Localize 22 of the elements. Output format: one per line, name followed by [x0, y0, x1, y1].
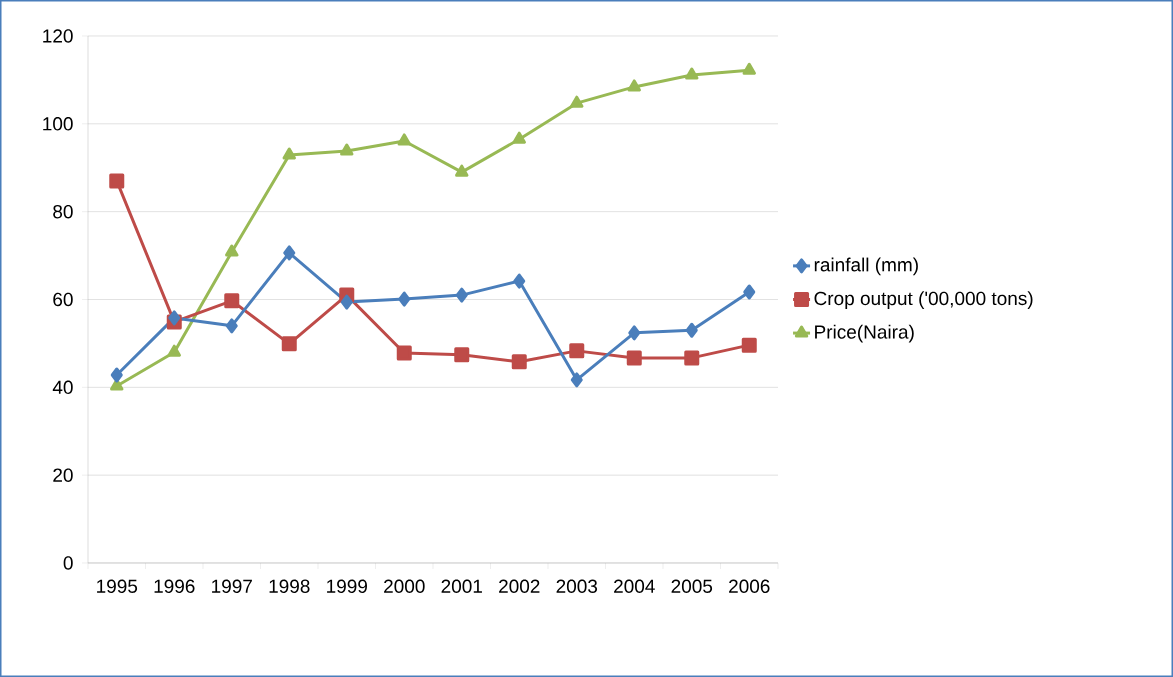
y-tick-label: 60 — [53, 292, 73, 307]
legend-label: rainfall (mm) — [814, 257, 918, 276]
x-tick-label: 1997 — [212, 579, 252, 593]
x-tick-label: 1995 — [97, 579, 138, 593]
x-tick-label: 2006 — [729, 579, 770, 593]
x-tick-label: 1998 — [269, 579, 310, 593]
x-tick-label: 2002 — [499, 579, 540, 593]
y-tick-label: 20 — [53, 468, 73, 482]
x-tick-label: 2001 — [441, 579, 482, 593]
x-tick-label: 1996 — [154, 579, 195, 593]
legend-label: Crop output ('00,000 tons) — [814, 291, 1033, 309]
x-tick-label: 2004 — [614, 579, 655, 593]
y-tick-label: 0 — [63, 556, 73, 570]
y-tick-label: 40 — [52, 380, 73, 395]
y-tick-label: 80 — [53, 204, 73, 219]
x-tick-label: 2000 — [384, 579, 425, 593]
x-tick-label: 2003 — [556, 579, 598, 593]
y-tick-label: 120 — [43, 29, 73, 43]
x-tick-label: 1999 — [327, 579, 367, 593]
y-tick-label: 100 — [43, 117, 73, 131]
legend-label: Price(Naira) — [815, 324, 914, 343]
x-tick-label: 2005 — [671, 579, 713, 593]
